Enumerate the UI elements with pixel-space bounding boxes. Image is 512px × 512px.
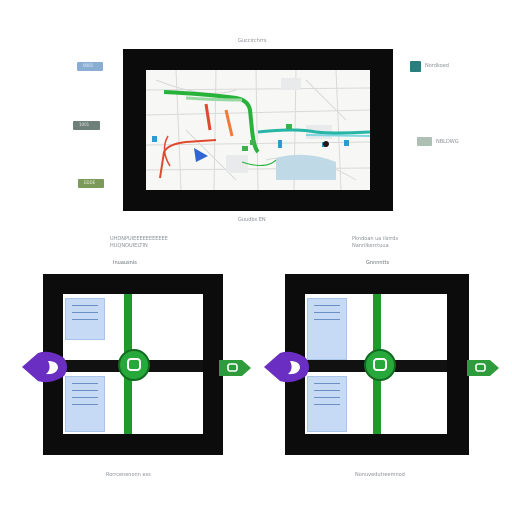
left-heading-small: UHDNPUIEEEEEEEEEEE <box>110 236 168 242</box>
left-center-node-icon[interactable] <box>117 348 151 382</box>
right-center-node-icon[interactable] <box>363 348 397 382</box>
legend-chip-teal[interactable] <box>410 61 421 72</box>
right-heading-small: Pkndoan ua ilsrrds <box>352 236 399 242</box>
legend-chip-label: 0001 <box>83 63 94 68</box>
right-card-title: Gnnnntts <box>366 260 390 266</box>
left-info-panel-bottom <box>65 376 105 432</box>
map-device-frame <box>123 49 393 211</box>
legend-chip-label: 1001 <box>79 122 90 127</box>
legend-chip-blue[interactable]: 0001 <box>77 62 103 71</box>
right-info-panel-top <box>307 298 347 360</box>
right-heading-small-2: Nanrilkerctuua <box>352 243 389 249</box>
right-map-card <box>285 274 469 455</box>
top-caption: Guccirchrrs <box>238 38 267 44</box>
map-screen[interactable] <box>146 70 370 190</box>
right-purple-pin-icon[interactable] <box>262 350 312 384</box>
left-card-title: Inuausnis <box>113 260 137 266</box>
left-card-footer: Rorrcenenonn ess <box>106 472 151 478</box>
legend-label-right-2: NBLDWG <box>436 139 459 145</box>
left-purple-pin-icon[interactable] <box>20 350 70 384</box>
left-heading-small-2: HUQNOUIELTIN <box>110 243 148 249</box>
map-caption: Guudbs EN <box>238 217 266 223</box>
right-arrow-tag-icon[interactable] <box>466 358 500 378</box>
map-canvas <box>146 70 370 190</box>
legend-chip-pale[interactable] <box>417 137 432 146</box>
left-arrow-tag-icon[interactable] <box>218 358 252 378</box>
right-info-panel-bottom <box>307 376 347 432</box>
right-card-footer: Nonuvedutreemnod <box>355 472 405 478</box>
legend-chip-label: EDDE <box>84 180 96 185</box>
left-map-card <box>43 274 223 455</box>
left-map-view[interactable] <box>63 294 203 434</box>
legend-chip-green[interactable]: EDDE <box>78 179 104 188</box>
legend-label-right: Nordkoed <box>425 63 449 69</box>
legend-chip-grey[interactable]: 1001 <box>73 121 100 130</box>
left-info-panel-top <box>65 298 105 340</box>
